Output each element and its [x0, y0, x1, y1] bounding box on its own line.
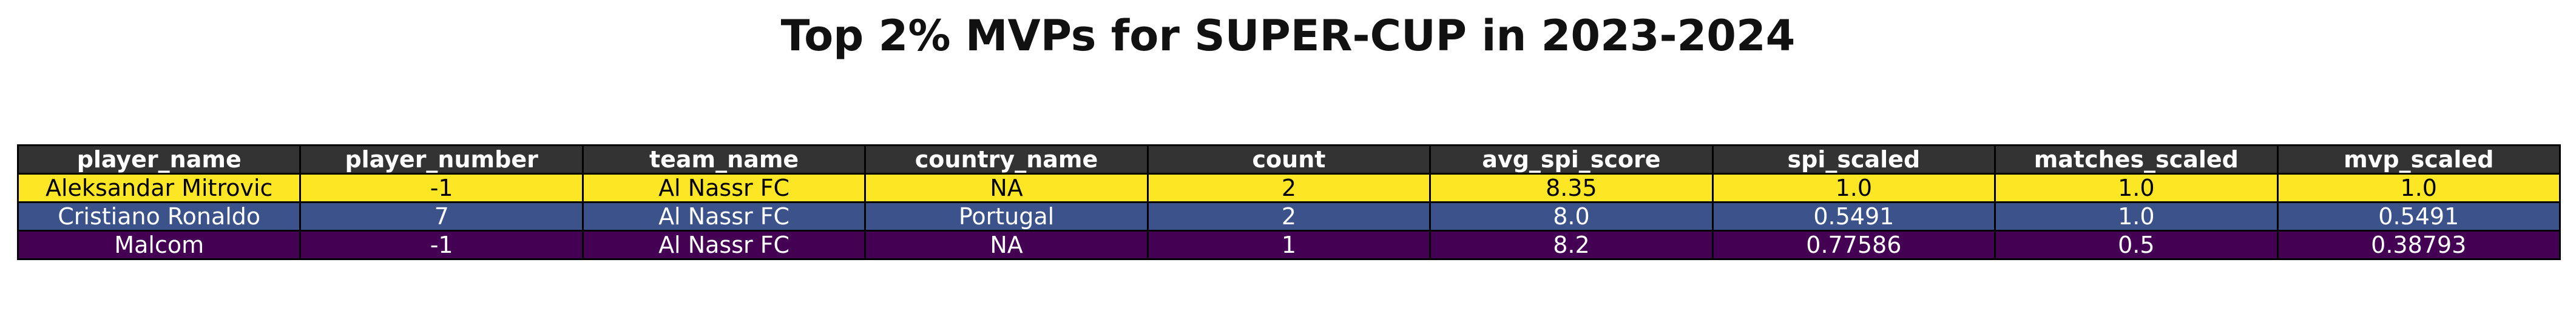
cell-player-name: Aleksandar Mitrovic [16, 173, 302, 203]
table-row: Aleksandar Mitrovic -1 Al Nassr FC NA 2 8.35 1… [16, 173, 2561, 203]
cell-matches-scaled: 0.5 [1994, 230, 2279, 260]
column-header-spi-scaled: spi_scaled [1711, 144, 1996, 175]
cell-spi-scaled: 0.77586 [1711, 230, 1996, 260]
cell-spi-scaled: 1.0 [1711, 173, 1996, 203]
cell-team-name: Al Nassr FC [581, 201, 867, 232]
cell-player-name: Cristiano Ronaldo [16, 201, 302, 232]
cell-spi-scaled: 0.5491 [1711, 201, 1996, 232]
cell-country-name: Portugal [864, 201, 1149, 232]
column-header-matches-scaled: matches_scaled [1994, 144, 2279, 175]
table-body: Aleksandar Mitrovic -1 Al Nassr FC NA 2 8.35 1… [16, 173, 2561, 260]
column-header-mvp-scaled: mvp_scaled [2276, 144, 2561, 175]
cell-count: 1 [1146, 230, 1432, 260]
cell-avg-spi-score: 8.2 [1429, 230, 1714, 260]
column-header-count: count [1146, 144, 1432, 175]
cell-avg-spi-score: 8.0 [1429, 201, 1714, 232]
mvp-table: player_name player_number team_name country… [16, 144, 2561, 260]
cell-avg-spi-score: 8.35 [1429, 173, 1714, 203]
cell-player-number: 7 [299, 201, 584, 232]
table-row: Malcom -1 Al Nassr FC NA 1 8.2 0.77586 0.5 0.387… [16, 230, 2561, 260]
cell-team-name: Al Nassr FC [581, 230, 867, 260]
cell-player-number: -1 [299, 230, 584, 260]
cell-matches-scaled: 1.0 [1994, 201, 2279, 232]
cell-player-name: Malcom [16, 230, 302, 260]
cell-player-number: -1 [299, 173, 584, 203]
cell-country-name: NA [864, 173, 1149, 203]
chart-title: Top 2% MVPs for SUPER-CUP in 2023-2024 [780, 11, 1796, 61]
table-header-row: player_name player_number team_name country… [16, 144, 2561, 175]
table-row: Cristiano Ronaldo 7 Al Nassr FC Portugal 2 8.… [16, 201, 2561, 232]
cell-count: 2 [1146, 173, 1432, 203]
cell-team-name: Al Nassr FC [581, 173, 867, 203]
cell-mvp-scaled: 0.38793 [2276, 230, 2561, 260]
column-header-avg-spi-score: avg_spi_score [1429, 144, 1714, 175]
column-header-player-name: player_name [16, 144, 302, 175]
column-header-player-number: player_number [299, 144, 584, 175]
cell-count: 2 [1146, 201, 1432, 232]
cell-matches-scaled: 1.0 [1994, 173, 2279, 203]
column-header-team-name: team_name [581, 144, 867, 175]
cell-mvp-scaled: 0.5491 [2276, 201, 2561, 232]
cell-mvp-scaled: 1.0 [2276, 173, 2561, 203]
cell-country-name: NA [864, 230, 1149, 260]
column-header-country-name: country_name [864, 144, 1149, 175]
